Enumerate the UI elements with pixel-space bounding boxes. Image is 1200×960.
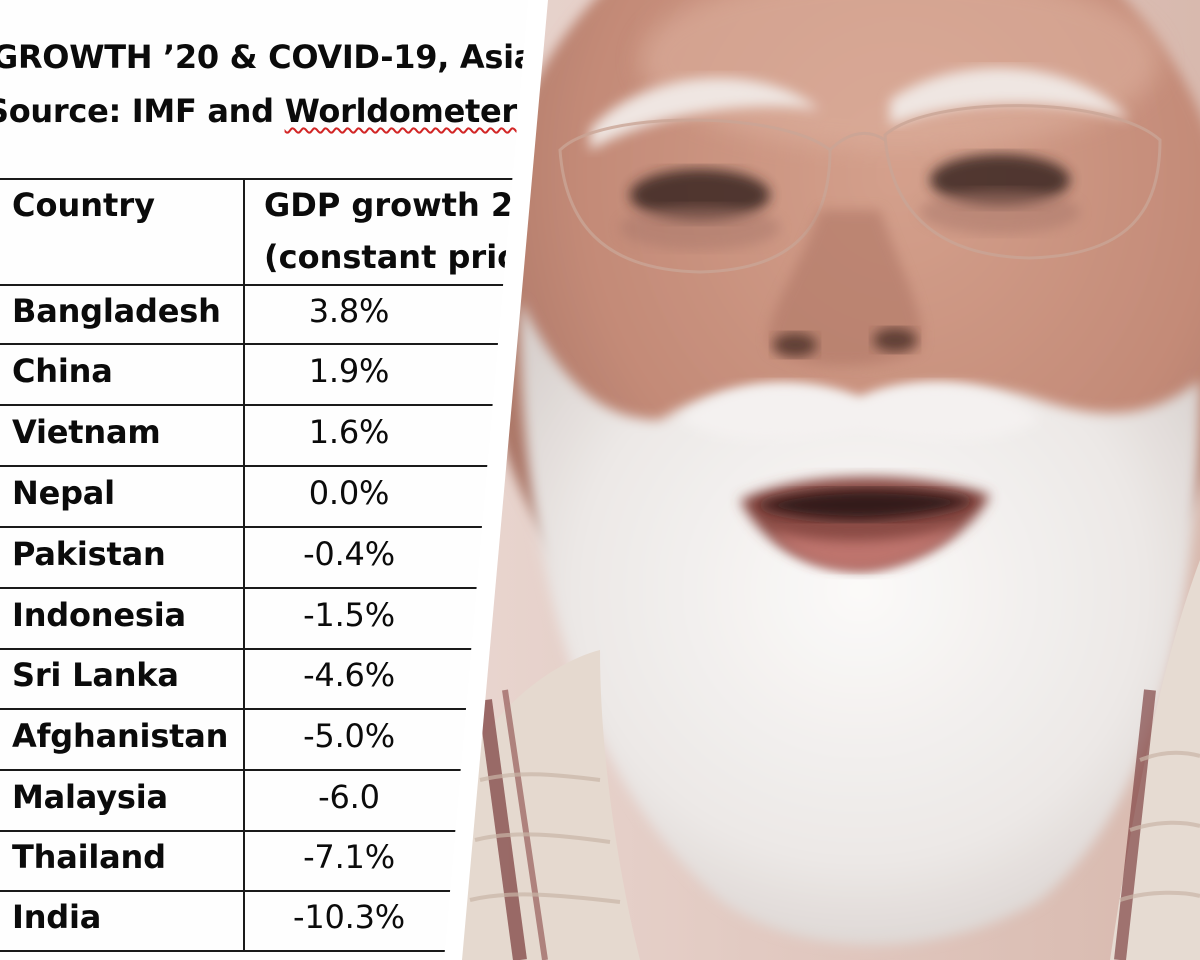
row-country: Vietnam: [12, 413, 161, 451]
table-rule: [0, 526, 505, 528]
row-country: Indonesia: [12, 596, 186, 634]
row-gdp-growth: 1.6%: [308, 413, 390, 451]
row-country: Sri Lanka: [12, 656, 179, 694]
document-crop: GROWTH ’20 & COVID-19, Asian Source: IMF…: [0, 0, 560, 960]
table-rule-header: [0, 284, 520, 286]
table-rule-bottom: [0, 950, 460, 952]
source-prefix: Source: IMF and: [0, 92, 285, 130]
table-title: GROWTH ’20 & COVID-19, Asian: [0, 38, 558, 76]
table-rule: [0, 465, 510, 467]
table-source: Source: IMF and Worldometer: [0, 92, 517, 130]
row-gdp-growth: -7.1%: [303, 838, 395, 876]
row-gdp-growth: -10.3%: [292, 898, 405, 936]
row-country: Malaysia: [12, 778, 168, 816]
column-header-country: Country: [12, 186, 155, 224]
table-rule-top: [0, 178, 520, 180]
row-country: Afghanistan: [12, 717, 229, 755]
row-gdp-growth: 0.0%: [308, 474, 390, 512]
row-country: India: [12, 898, 102, 936]
column-header-gdp-line2: (constant price: [264, 238, 538, 276]
row-gdp-growth: 1.9%: [308, 352, 390, 390]
table-rule: [0, 648, 492, 650]
row-country: Thailand: [12, 838, 166, 876]
table-rule: [0, 587, 500, 589]
table-rule: [0, 343, 520, 345]
row-gdp-growth: -1.5%: [303, 596, 395, 634]
row-country: Nepal: [12, 474, 115, 512]
row-gdp-growth: -5.0%: [303, 717, 395, 755]
row-gdp-growth: -0.4%: [303, 535, 395, 573]
table-column-divider: [243, 178, 245, 952]
table-rule: [0, 404, 520, 406]
row-country: Pakistan: [12, 535, 166, 573]
row-gdp-growth: 3.8%: [308, 292, 390, 330]
table-rule: [0, 769, 480, 771]
table-rule: [0, 830, 472, 832]
row-gdp-growth: -6.0: [318, 778, 380, 816]
row-gdp-growth: -4.6%: [303, 656, 395, 694]
column-header-gdp-line1: GDP growth 20: [264, 186, 536, 224]
row-country: China: [12, 352, 113, 390]
row-country: Bangladesh: [12, 292, 221, 330]
source-worldometer: Worldometer: [284, 92, 518, 130]
table-rule: [0, 890, 466, 892]
